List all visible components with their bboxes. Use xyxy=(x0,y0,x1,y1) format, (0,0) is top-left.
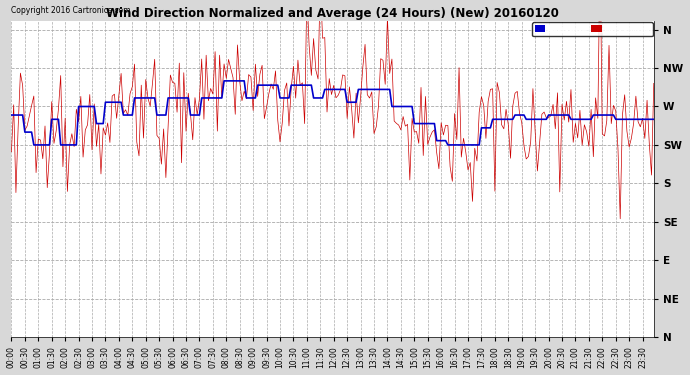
Legend: Average, Direction: Average, Direction xyxy=(532,22,653,36)
Text: Copyright 2016 Cartronics.com: Copyright 2016 Cartronics.com xyxy=(12,6,131,15)
Title: Wind Direction Normalized and Average (24 Hours) (New) 20160120: Wind Direction Normalized and Average (2… xyxy=(106,7,559,20)
